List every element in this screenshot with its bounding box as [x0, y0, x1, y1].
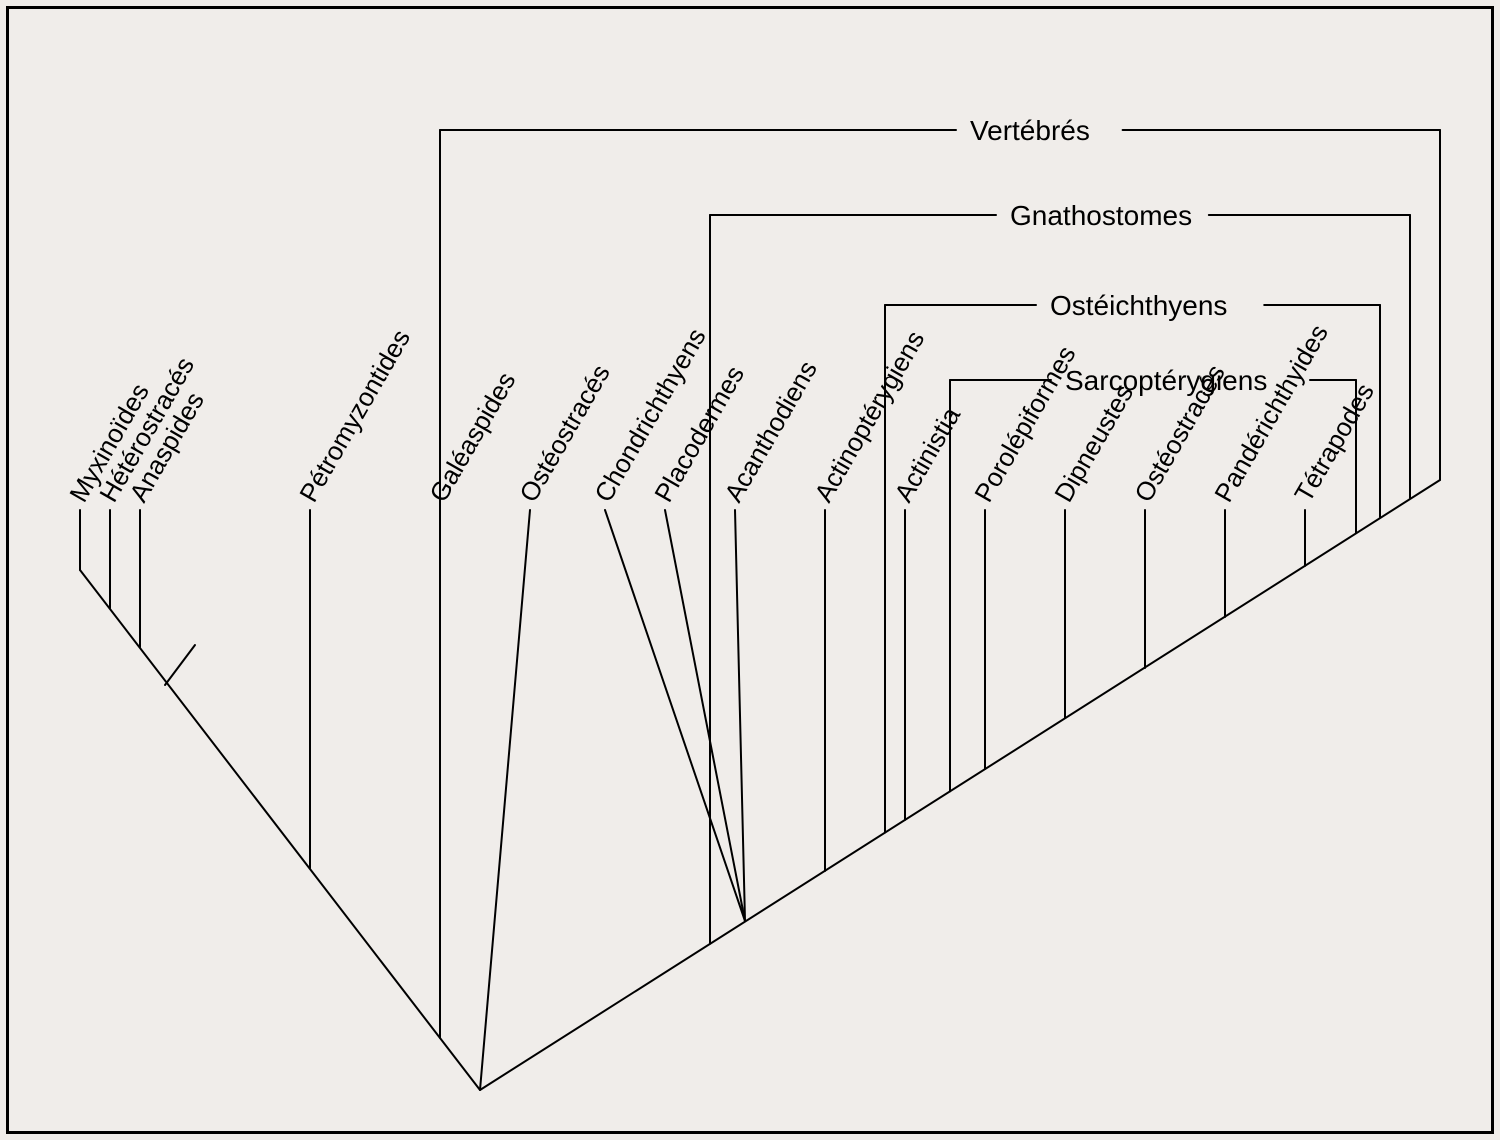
group-label: Sarcoptérygiens — [1065, 365, 1267, 396]
taxon-label: Actinistia — [888, 401, 966, 507]
group-label: Gnathostomes — [1010, 200, 1192, 231]
group-label: Vertébrés — [970, 115, 1090, 146]
cladogram-svg: MyxinoïdesHétérostracésAnaspidesPétromyz… — [9, 9, 1497, 1137]
taxon-label: Pétromyzontides — [293, 324, 416, 507]
branch-7 — [665, 510, 745, 921]
branch-5 — [480, 510, 530, 1090]
branch-8 — [735, 510, 745, 921]
group-label: Ostéichthyens — [1050, 290, 1227, 321]
branch-6 — [605, 510, 745, 921]
taxon-label: Tétrapodes — [1288, 378, 1380, 507]
taxon-label: Dipneustes — [1048, 379, 1139, 507]
taxon-label: Galéaspides — [423, 367, 521, 507]
diagram-frame: MyxinoïdesHétérostracésAnaspidesPétromyz… — [6, 6, 1494, 1134]
